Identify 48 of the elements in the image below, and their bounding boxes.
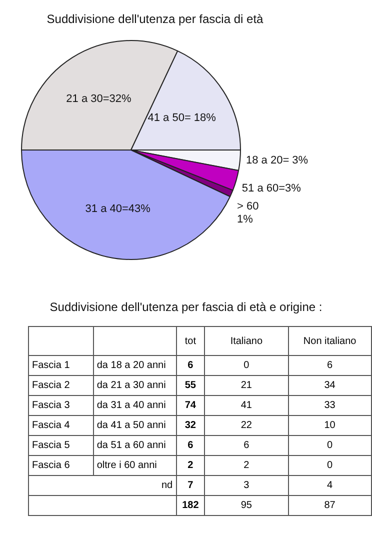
data-label: 74 — [176, 396, 205, 416]
slice-label: 31 a 40=43% — [85, 202, 151, 215]
text: Non italiano — [288, 326, 372, 356]
chart-title: Suddivisione dell'utenza per fascia di età — [46, 12, 264, 26]
data-label: 2 — [176, 456, 205, 476]
data-label: 55 — [176, 376, 205, 396]
text: tot — [176, 326, 205, 356]
text: 87 — [324, 500, 336, 511]
category-label: Fascia 5 — [28, 436, 94, 456]
data-label: 0 — [288, 456, 372, 476]
category-label: Fascia 6 — [28, 456, 94, 476]
data-label: 6 — [176, 356, 205, 376]
data-label: 6 — [204, 436, 288, 456]
category-label: Fascia 1 — [28, 356, 94, 376]
data-label: 33 — [288, 396, 372, 416]
text: Suddivisione dell'utenza per fascia di età e origine : — [48, 300, 324, 314]
text: 95 — [240, 500, 252, 511]
data-label: 2 — [204, 456, 288, 476]
data-label: 3 — [204, 476, 288, 496]
data-label: 4 — [288, 476, 372, 496]
text: da 41 a 50 anni — [93, 416, 176, 436]
text: Italiano — [204, 326, 288, 356]
slice-label: 21 a 30=32% — [66, 93, 132, 106]
text: da 51 a 60 anni — [93, 436, 176, 456]
slice-label: 18 a 20= 3% — [246, 154, 308, 167]
category-label: nd — [28, 476, 176, 496]
category-label: Fascia 2 — [28, 376, 94, 396]
data-label: 0 — [204, 356, 288, 376]
category-label: Fascia 3 — [28, 396, 94, 416]
data-label: 22 — [204, 416, 288, 436]
data-label: 10 — [288, 416, 372, 436]
data-label: 7 — [176, 476, 205, 496]
slice-label: 41 a 50= 18% — [148, 112, 216, 124]
data-label: 6 — [176, 436, 205, 456]
text: da 21 a 30 anni — [93, 376, 176, 396]
data-label: 21 — [204, 376, 288, 396]
data-label: 0 — [288, 436, 372, 456]
slice-label: > 60 1% — [237, 200, 259, 226]
text: 182 — [182, 500, 199, 511]
text: da 18 a 20 anni — [93, 356, 176, 376]
text: da 31 a 40 anni — [93, 396, 176, 416]
text: oltre i 60 anni — [93, 456, 176, 476]
slice-label: 51 a 60=3% — [242, 182, 302, 195]
data-label: 34 — [288, 376, 372, 396]
data-label: 32 — [176, 416, 205, 436]
category-label: Fascia 4 — [28, 416, 94, 436]
data-label: 6 — [288, 356, 372, 376]
data-label: 41 — [204, 396, 288, 416]
